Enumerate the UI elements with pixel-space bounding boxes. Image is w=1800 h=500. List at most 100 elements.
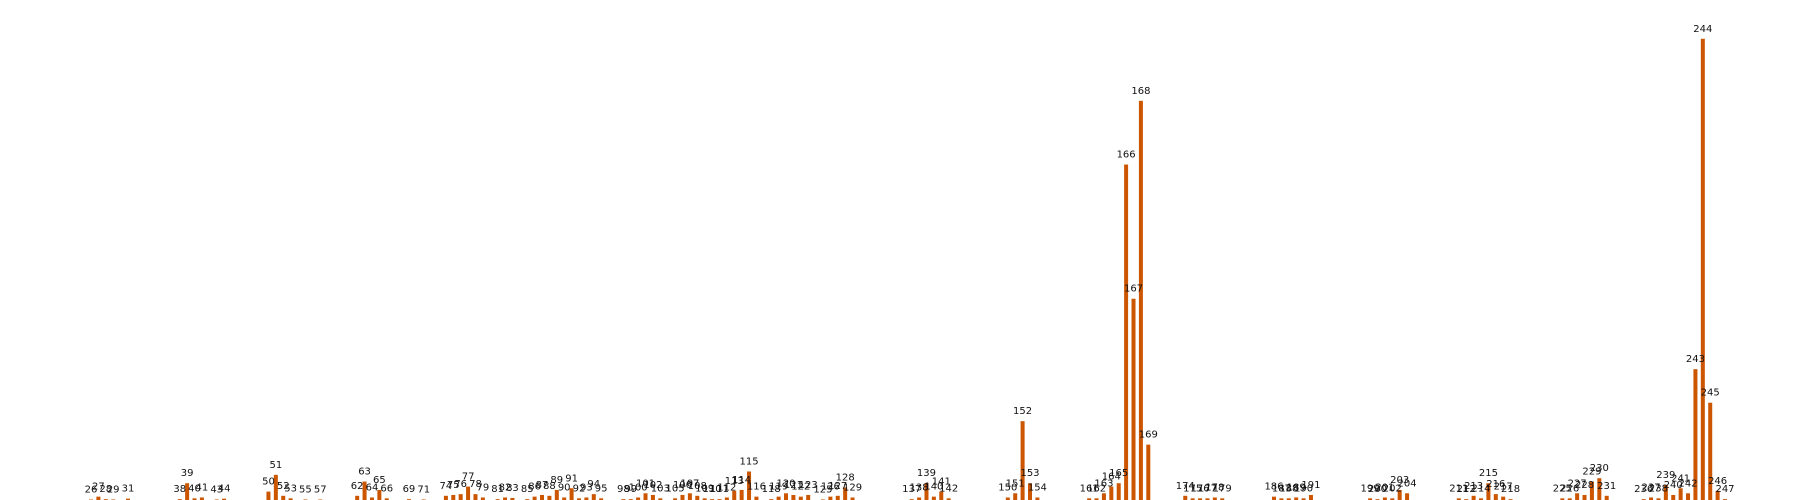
bar-label-128: 128 — [836, 472, 855, 483]
bar-label-228: 228 — [1575, 480, 1594, 491]
bar-126 — [828, 496, 833, 500]
bar-label-240: 240 — [1664, 480, 1683, 491]
bar-103 — [658, 498, 663, 500]
bar-166 — [1124, 164, 1129, 500]
bar-label-65: 65 — [373, 475, 386, 486]
bar-label-186: 186 — [1264, 482, 1283, 493]
bar-167 — [1131, 298, 1136, 500]
bar-label-63: 63 — [358, 467, 371, 478]
bar-label-168: 168 — [1131, 86, 1150, 97]
bar-label-99: 99 — [624, 484, 637, 495]
bar-199 — [1368, 498, 1373, 500]
bar-label-188: 188 — [1279, 483, 1298, 494]
bar-label-50: 50 — [262, 477, 275, 488]
bar-77 — [466, 486, 471, 500]
bar-label-120: 120 — [776, 478, 795, 489]
bar-label-101: 101 — [636, 478, 655, 489]
bar-label-213: 213 — [1464, 481, 1483, 492]
bar-label-119: 119 — [769, 482, 788, 493]
bar-label-199: 199 — [1361, 483, 1380, 494]
bar-label-28: 28 — [99, 484, 112, 495]
bar-label-110: 110 — [703, 484, 722, 495]
bar-39 — [185, 483, 190, 500]
bar-228 — [1582, 494, 1587, 500]
bar-119 — [776, 496, 781, 500]
bar-120 — [784, 493, 788, 500]
bar-label-140: 140 — [924, 482, 943, 493]
bar-label-175: 175 — [1183, 483, 1202, 494]
bar-203 — [1397, 489, 1402, 500]
bar-label-245: 245 — [1701, 388, 1720, 399]
bar-label-111: 111 — [710, 484, 729, 495]
bar-label-200: 200 — [1368, 484, 1387, 495]
bar-165 — [1116, 483, 1121, 500]
bar-169 — [1146, 444, 1151, 500]
bar-62 — [355, 495, 360, 500]
bar-label-165: 165 — [1109, 468, 1128, 479]
bar-label-85: 85 — [521, 484, 534, 495]
bar-79 — [480, 497, 485, 500]
bar-label-109: 109 — [695, 483, 714, 494]
bar-label-106: 106 — [673, 480, 692, 491]
bar-label-52: 52 — [277, 481, 290, 492]
bar-244 — [1700, 38, 1705, 500]
bar-label-239: 239 — [1656, 470, 1675, 481]
bar-52 — [281, 495, 286, 500]
bar-242 — [1686, 493, 1691, 500]
bar-label-225: 225 — [1553, 483, 1572, 494]
bar-50 — [266, 491, 271, 500]
bar-187 — [1279, 498, 1284, 500]
bar-label-103: 103 — [651, 483, 670, 494]
bar-label-79: 79 — [476, 482, 489, 493]
bar-179 — [1220, 498, 1225, 500]
bar-label-71: 71 — [417, 485, 430, 496]
bar-201 — [1382, 497, 1387, 500]
bar-140 — [931, 496, 936, 500]
bar-label-166: 166 — [1117, 150, 1136, 161]
bar-label-204: 204 — [1398, 478, 1417, 489]
bar-label-246: 246 — [1708, 476, 1727, 487]
bar-label-77: 77 — [462, 472, 475, 483]
bar-91 — [569, 488, 574, 500]
bar-label-167: 167 — [1124, 284, 1143, 295]
bar-label-137: 137 — [902, 484, 921, 495]
bar-label-115: 115 — [739, 456, 758, 467]
bar-label-62: 62 — [351, 481, 364, 492]
bar-label-43: 43 — [210, 485, 223, 496]
bar-31 — [125, 498, 130, 500]
bar-246 — [1715, 490, 1720, 500]
bar-44 — [222, 498, 227, 500]
bar-label-243: 243 — [1686, 354, 1705, 365]
bar-label-102: 102 — [643, 480, 662, 491]
bar-75 — [451, 494, 456, 500]
bar-label-217: 217 — [1494, 482, 1513, 493]
bar-label-31: 31 — [122, 484, 135, 495]
bar-label-76: 76 — [454, 479, 467, 490]
bar-label-214: 214 — [1471, 483, 1490, 494]
bar-label-87: 87 — [536, 480, 549, 491]
bar-108 — [695, 495, 700, 500]
bar-label-178: 178 — [1205, 482, 1224, 493]
bar-225 — [1560, 498, 1565, 500]
bar-label-174: 174 — [1176, 481, 1195, 492]
bar-89 — [554, 489, 559, 500]
bar-label-189: 189 — [1287, 482, 1306, 493]
bar-229 — [1589, 481, 1594, 500]
bar-label-88: 88 — [543, 481, 556, 492]
bar-95 — [599, 498, 604, 500]
bar-label-247: 247 — [1715, 484, 1734, 495]
bar-label-90: 90 — [558, 482, 571, 493]
bar-138 — [917, 497, 922, 500]
bar-83 — [510, 497, 515, 500]
bar-label-93: 93 — [580, 482, 593, 493]
bar-label-216: 216 — [1486, 479, 1505, 490]
bar-78 — [473, 494, 478, 500]
bar-label-138: 138 — [910, 482, 929, 493]
bar-label-153: 153 — [1020, 468, 1039, 479]
bar-88 — [547, 495, 552, 500]
bar-label-39: 39 — [181, 468, 194, 479]
bar-label-151: 151 — [1006, 478, 1025, 489]
bar-label-121: 121 — [784, 480, 803, 491]
bar-label-74: 74 — [440, 481, 453, 492]
